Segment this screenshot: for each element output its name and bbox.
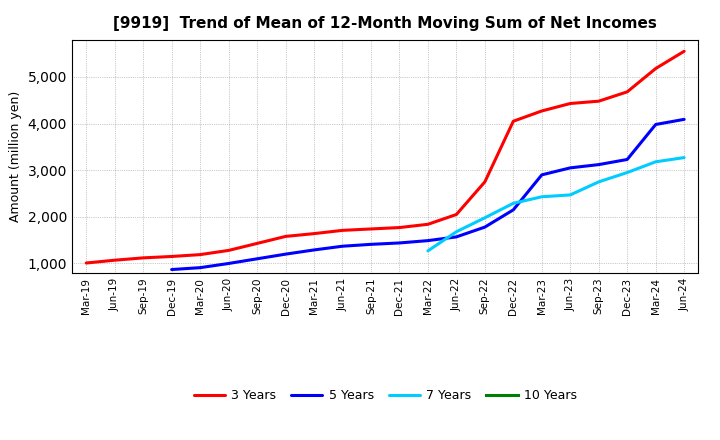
3 Years	[537, 108, 546, 114]
5 Years	[509, 207, 518, 213]
3 Years	[253, 241, 261, 246]
3 Years	[338, 228, 347, 233]
7 Years	[480, 215, 489, 220]
5 Years	[167, 267, 176, 272]
Line: 3 Years: 3 Years	[86, 51, 684, 263]
5 Years	[282, 252, 290, 257]
3 Years	[395, 225, 404, 230]
Title: [9919]  Trend of Mean of 12-Month Moving Sum of Net Incomes: [9919] Trend of Mean of 12-Month Moving …	[113, 16, 657, 32]
5 Years	[395, 240, 404, 246]
7 Years	[623, 170, 631, 175]
5 Years	[537, 172, 546, 177]
3 Years	[680, 48, 688, 54]
5 Years	[225, 261, 233, 266]
3 Years	[196, 252, 204, 257]
7 Years	[423, 248, 432, 253]
3 Years	[452, 212, 461, 217]
3 Years	[509, 118, 518, 124]
5 Years	[253, 256, 261, 261]
5 Years	[623, 157, 631, 162]
5 Years	[566, 165, 575, 170]
7 Years	[509, 201, 518, 206]
3 Years	[595, 99, 603, 104]
Line: 7 Years: 7 Years	[428, 158, 684, 251]
3 Years	[423, 222, 432, 227]
3 Years	[110, 257, 119, 263]
3 Years	[310, 231, 318, 236]
3 Years	[225, 248, 233, 253]
3 Years	[167, 254, 176, 259]
5 Years	[366, 242, 375, 247]
5 Years	[595, 162, 603, 167]
5 Years	[310, 247, 318, 253]
3 Years	[366, 226, 375, 231]
3 Years	[282, 234, 290, 239]
5 Years	[423, 238, 432, 243]
7 Years	[595, 179, 603, 184]
3 Years	[652, 66, 660, 71]
3 Years	[82, 260, 91, 266]
3 Years	[623, 89, 631, 95]
3 Years	[566, 101, 575, 106]
3 Years	[480, 179, 489, 184]
5 Years	[652, 122, 660, 127]
Y-axis label: Amount (million yen): Amount (million yen)	[9, 91, 22, 222]
3 Years	[139, 255, 148, 260]
5 Years	[338, 244, 347, 249]
7 Years	[652, 159, 660, 165]
7 Years	[537, 194, 546, 199]
7 Years	[566, 192, 575, 198]
7 Years	[452, 229, 461, 235]
5 Years	[480, 224, 489, 230]
5 Years	[452, 234, 461, 239]
7 Years	[680, 155, 688, 160]
5 Years	[196, 265, 204, 270]
Line: 5 Years: 5 Years	[171, 119, 684, 270]
5 Years	[680, 117, 688, 122]
Legend: 3 Years, 5 Years, 7 Years, 10 Years: 3 Years, 5 Years, 7 Years, 10 Years	[189, 384, 582, 407]
